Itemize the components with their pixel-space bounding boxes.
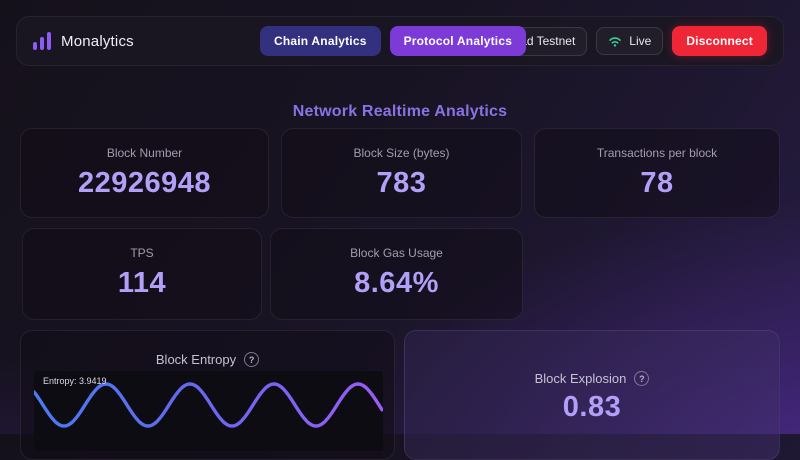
metric-value: 783 (376, 167, 427, 199)
metric-card-block-size: Block Size (bytes) 783 (281, 128, 522, 218)
block-explosion-title: Block Explosion (534, 371, 627, 386)
wifi-signal-icon (609, 37, 622, 47)
metric-label: TPS (130, 246, 154, 260)
metric-label: Transactions per block (596, 146, 718, 160)
metric-card-transactions-per-block: Transactions per block 78 (534, 128, 780, 218)
nav-tabs: Chain Analytics Protocol Analytics (260, 26, 527, 56)
metric-value: 8.64% (354, 267, 439, 299)
metric-card-block-gas-usage: Block Gas Usage 8.64% (270, 228, 523, 320)
brand-name: Monalytics (61, 32, 134, 50)
live-badge: Live (596, 27, 664, 55)
metric-value: 114 (117, 267, 167, 299)
navbar: Monalytics Chain Analytics Protocol Anal… (16, 16, 784, 66)
metric-card-tps: TPS 114 (22, 228, 262, 320)
block-explosion-value: 0.83 (562, 391, 622, 423)
block-entropy-title-row: Block Entropy ? (21, 352, 394, 367)
chain-analytics-button[interactable]: Chain Analytics (260, 26, 381, 56)
block-explosion-panel: Block Explosion ? 0.83 (404, 330, 780, 460)
brand[interactable]: Monalytics (33, 32, 134, 50)
metric-card-block-number: Block Number 22926948 (20, 128, 269, 218)
metric-value: 78 (640, 167, 674, 199)
block-entropy-panel: Block Entropy ? Entropy: 3.9419 (20, 330, 395, 460)
block-entropy-title: Block Entropy (155, 352, 237, 367)
page-title: Network Realtime Analytics (292, 103, 508, 120)
entropy-wave-chart (34, 382, 383, 428)
live-badge-label: Live (629, 34, 652, 48)
metric-label: Block Size (bytes) (353, 146, 450, 160)
help-icon[interactable]: ? (244, 352, 260, 367)
protocol-analytics-button[interactable]: Protocol Analytics (389, 26, 527, 56)
entropy-chart: Entropy: 3.9419 (34, 371, 383, 451)
metric-value: 22926948 (77, 167, 212, 199)
navbar-right: Monad Testnet Live Disconnect (462, 26, 767, 56)
entropy-value-annotation: Entropy: 3.9419 (43, 376, 107, 386)
bar-chart-logo-icon (33, 32, 51, 50)
block-explosion-title-row: Block Explosion ? (535, 371, 650, 386)
metric-label: Block Number (106, 146, 183, 160)
help-icon[interactable]: ? (634, 371, 650, 386)
disconnect-button[interactable]: Disconnect (672, 26, 767, 56)
metric-label: Block Gas Usage (350, 246, 443, 260)
